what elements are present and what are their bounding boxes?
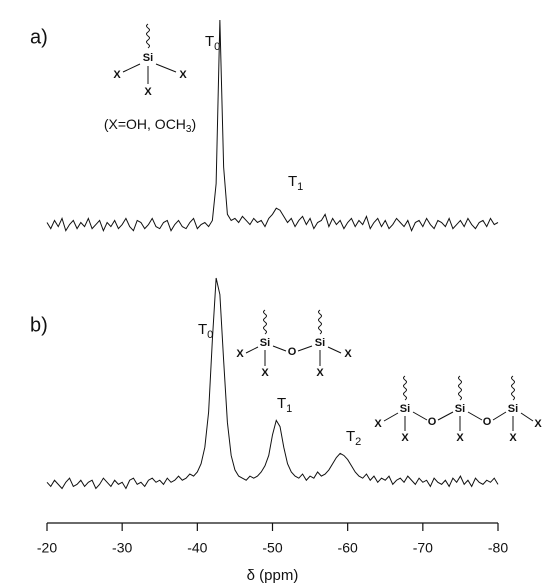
bond bbox=[327, 346, 342, 354]
atom-label: O bbox=[483, 416, 492, 428]
atom-label: X bbox=[179, 69, 187, 81]
bond bbox=[492, 411, 507, 421]
peak-label: T0 bbox=[198, 321, 213, 341]
x-tick-label: -30 bbox=[112, 540, 132, 556]
x-tick-label: -70 bbox=[413, 540, 433, 556]
atom-label: X bbox=[344, 348, 352, 360]
panel-label: b) bbox=[30, 314, 48, 336]
atom-label: X bbox=[509, 432, 517, 444]
wavy-bond bbox=[511, 375, 515, 401]
atom-label: Si bbox=[455, 403, 465, 415]
peak-label-sub: 0 bbox=[207, 329, 213, 341]
peak-label-main: T bbox=[288, 173, 297, 190]
peak-label-sub: 1 bbox=[297, 181, 303, 193]
wavy-bond bbox=[403, 375, 407, 401]
x-tick-label: -50 bbox=[262, 540, 282, 556]
bond bbox=[520, 412, 534, 422]
atom-label: Si bbox=[508, 403, 518, 415]
atom-label: Si bbox=[315, 337, 325, 349]
atom-label: X bbox=[401, 432, 409, 444]
atom-label: X bbox=[534, 418, 542, 430]
atom-label: X bbox=[113, 69, 121, 81]
atom-label: O bbox=[428, 416, 437, 428]
wavy-bond bbox=[458, 375, 462, 401]
bond bbox=[122, 63, 141, 73]
note-sub: 3 bbox=[186, 124, 192, 135]
formula-note: (X=OH, OCH3) bbox=[104, 116, 196, 135]
atom-label: Si bbox=[143, 52, 153, 64]
spectrum-line bbox=[46, 19, 499, 232]
peak-label-main: T bbox=[198, 321, 207, 338]
x-tick-label: -40 bbox=[187, 540, 207, 556]
peak-label: T0 bbox=[205, 33, 220, 53]
x-tick-label: -20 bbox=[37, 540, 57, 556]
peak-label-sub: 2 bbox=[355, 436, 361, 448]
bond bbox=[297, 345, 313, 352]
atom-label: X bbox=[144, 86, 152, 98]
bond bbox=[245, 346, 259, 354]
peak-label-main: T bbox=[205, 33, 214, 50]
spectrum-line bbox=[46, 277, 499, 490]
atom-label: O bbox=[288, 346, 297, 358]
atom-label: X bbox=[456, 432, 464, 444]
atom-label: X bbox=[236, 348, 244, 360]
peak-label: T1 bbox=[288, 173, 303, 193]
peak-label-main: T bbox=[277, 395, 286, 412]
peak-label: T1 bbox=[277, 395, 292, 415]
wavy-bond bbox=[146, 23, 150, 49]
x-tick-label: -80 bbox=[488, 540, 508, 556]
x-tick-label: -60 bbox=[338, 540, 358, 556]
atom-label: X bbox=[316, 367, 324, 379]
peak-label-sub: 1 bbox=[286, 403, 292, 415]
bond bbox=[437, 411, 454, 421]
bond bbox=[467, 411, 483, 421]
atom-label: Si bbox=[400, 403, 410, 415]
note-end: ) bbox=[191, 116, 196, 132]
note-main: (X=OH, OCH bbox=[104, 116, 186, 132]
bond bbox=[155, 63, 177, 73]
peak-label: T2 bbox=[346, 428, 361, 448]
bond bbox=[412, 411, 428, 421]
panel-label: a) bbox=[30, 26, 48, 48]
bond bbox=[383, 412, 399, 422]
atom-label: X bbox=[261, 367, 269, 379]
wavy-bond bbox=[318, 309, 322, 335]
wavy-bond bbox=[263, 309, 267, 335]
atom-label: X bbox=[374, 418, 382, 430]
bond bbox=[272, 345, 287, 352]
peak-label-main: T bbox=[346, 428, 355, 445]
x-axis-label: δ (ppm) bbox=[247, 567, 299, 584]
atom-label: Si bbox=[260, 337, 270, 349]
peak-label-sub: 0 bbox=[214, 41, 220, 53]
